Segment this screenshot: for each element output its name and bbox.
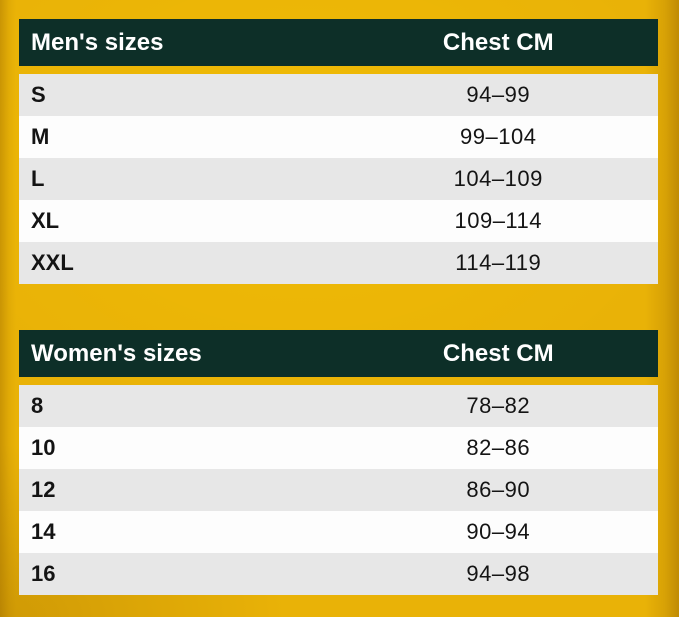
size-cell: 16 — [31, 561, 56, 586]
womens-size-table: Women's sizes Chest CM 8 78–82 10 82–86 … — [19, 330, 658, 595]
chest-cell: 99–104 — [460, 124, 537, 149]
table-row: S 94–99 — [19, 74, 658, 116]
table-row: M 99–104 — [19, 116, 658, 158]
chest-cell: 109–114 — [454, 208, 542, 233]
mens-sizes-header-label: Men's sizes — [31, 28, 164, 56]
womens-table-header: Women's sizes Chest CM — [19, 330, 658, 377]
chest-cell: 82–86 — [466, 435, 531, 460]
table-row: L 104–109 — [19, 158, 658, 200]
size-cell: L — [31, 166, 45, 191]
size-cell: 8 — [31, 393, 44, 418]
size-cell: M — [31, 124, 50, 149]
size-cell: XL — [31, 208, 60, 233]
table-row: XL 109–114 — [19, 200, 658, 242]
table-row: XXL 114–119 — [19, 242, 658, 284]
table-row: 8 78–82 — [19, 385, 658, 427]
womens-table-rows: 8 78–82 10 82–86 12 86–90 14 90–94 16 94… — [19, 385, 658, 595]
table-row: 14 90–94 — [19, 511, 658, 553]
chest-cell: 104–109 — [453, 166, 543, 191]
womens-sizes-header-label: Women's sizes — [31, 339, 202, 367]
chest-cm-header-label: Chest CM — [442, 339, 554, 367]
chest-cell: 114–119 — [455, 250, 542, 275]
chest-cell: 86–90 — [466, 477, 531, 502]
mens-table-header: Men's sizes Chest CM — [19, 19, 658, 66]
chest-cell: 94–99 — [466, 82, 531, 107]
size-cell: 12 — [31, 477, 56, 502]
table-row: 10 82–86 — [19, 427, 658, 469]
table-row: 12 86–90 — [19, 469, 658, 511]
size-guide-page: Men's sizes Chest CM S 94–99 M 99–104 L … — [19, 19, 658, 595]
chest-cell: 78–82 — [466, 393, 531, 418]
table-row: 16 94–98 — [19, 553, 658, 595]
chest-cm-header-label: Chest CM — [442, 28, 554, 56]
size-cell: S — [31, 82, 46, 107]
size-cell: 14 — [31, 519, 56, 544]
chest-cell: 94–98 — [466, 561, 531, 586]
mens-size-table: Men's sizes Chest CM S 94–99 M 99–104 L … — [19, 19, 658, 284]
size-cell: XXL — [31, 250, 74, 275]
chest-cell: 90–94 — [466, 519, 531, 544]
mens-table-rows: S 94–99 M 99–104 L 104–109 XL 109–114 XX… — [19, 74, 658, 284]
size-cell: 10 — [31, 435, 56, 460]
